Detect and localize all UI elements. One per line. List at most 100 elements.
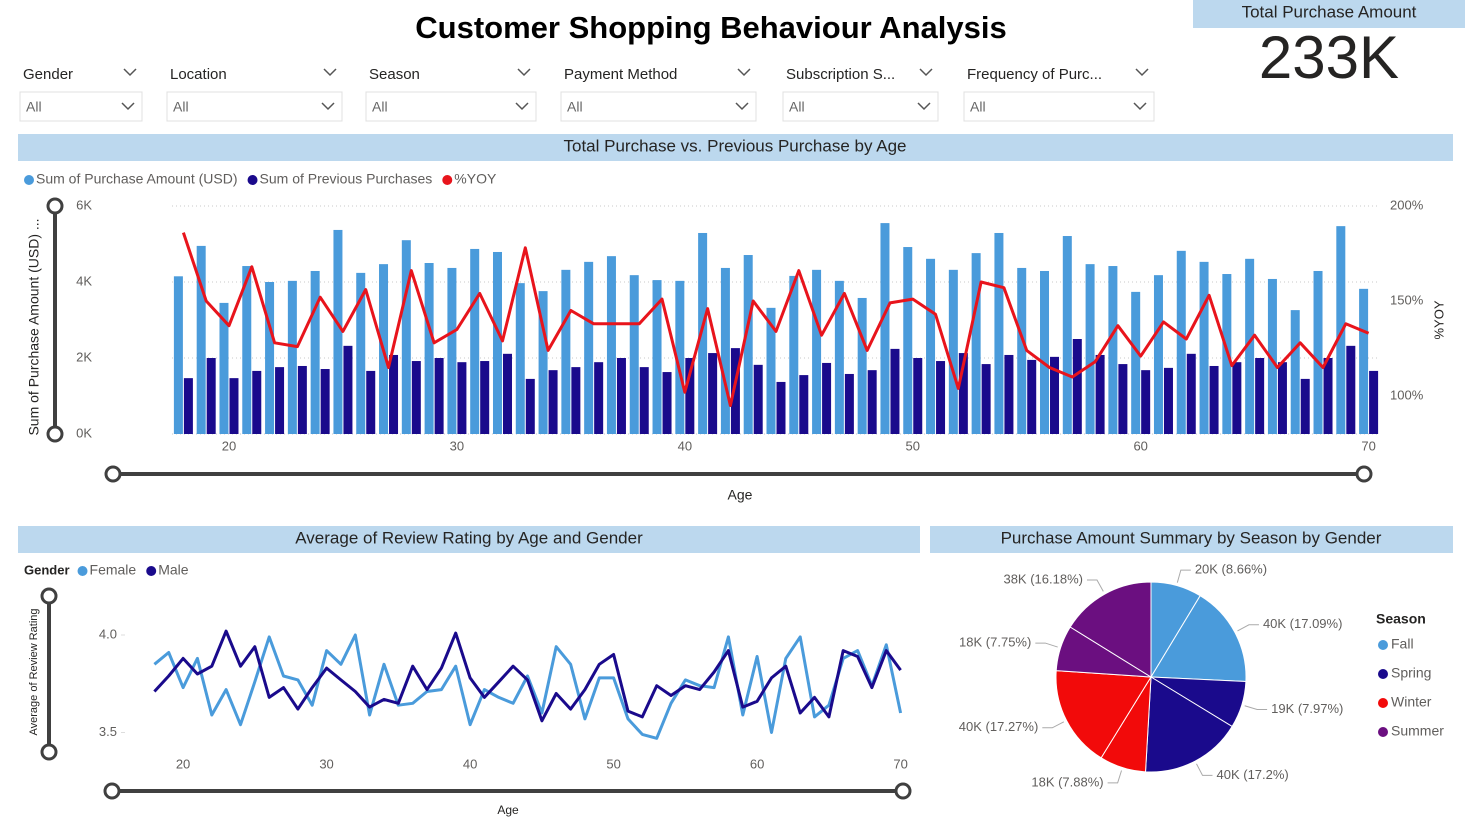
bar: [320, 369, 330, 434]
bar: [447, 267, 457, 434]
bar: [173, 276, 183, 434]
bar: [867, 370, 877, 434]
pie-slice: [1055, 670, 1152, 759]
legend-label: Male: [158, 562, 189, 578]
bar: [310, 270, 320, 434]
filter-value: All: [372, 99, 388, 115]
bar: [571, 367, 581, 434]
bar: [1027, 359, 1037, 434]
bar: [1346, 345, 1356, 434]
bar: [789, 275, 799, 434]
legend-swatch: [1378, 698, 1388, 708]
filter-label: Frequency of Purc...: [967, 66, 1102, 83]
bar: [753, 364, 763, 434]
bar: [1108, 266, 1118, 434]
bar: [857, 297, 867, 434]
legend-label: Sum of Previous Purchases: [260, 171, 433, 187]
bar: [936, 361, 946, 434]
line: [153, 633, 903, 740]
legend-label: %YOY: [454, 171, 497, 187]
filter-dropdown[interactable]: Frequency of Purc... All: [963, 66, 1155, 122]
bar: [1176, 250, 1186, 434]
bar: [356, 272, 366, 434]
y-axis-label: Average of Review Rating: [28, 609, 40, 736]
bar: [730, 348, 740, 434]
bar: [948, 269, 958, 434]
chevron-icon: [515, 102, 529, 111]
legend-swatch: [442, 175, 453, 185]
bar: [822, 362, 832, 434]
bar: [708, 353, 718, 434]
y-axis-label: Sum of Purchase Amount (USD) ...: [26, 218, 42, 435]
x-tick-label: 40: [463, 756, 477, 771]
bar: [1072, 339, 1082, 434]
bar: [275, 367, 285, 434]
x-tick-label: 30: [319, 756, 333, 771]
bar: [242, 266, 252, 434]
chevron-icon: [121, 102, 135, 111]
bar: [265, 282, 275, 434]
bar: [411, 361, 421, 434]
filter-label: Location: [170, 66, 227, 83]
filter-dropdown[interactable]: Gender All: [19, 66, 143, 122]
kpi-label: Total Purchase Amount: [1242, 2, 1417, 21]
bar: [1336, 226, 1346, 434]
legend-swatch: [146, 566, 157, 576]
y2-axis-label: %YOY: [1431, 300, 1446, 339]
filter-value: All: [567, 99, 583, 115]
bar: [1369, 370, 1379, 434]
chevron-icon: [919, 68, 933, 77]
bar: [1232, 362, 1242, 434]
dropdown-box: [560, 91, 757, 122]
filter-dropdown[interactable]: Location All: [166, 66, 343, 122]
leader-line: [1176, 569, 1191, 583]
bar: [594, 362, 604, 434]
legend-swatch: [1378, 669, 1388, 679]
range-slider[interactable]: [104, 465, 1373, 483]
data-label: 38K (16.18%): [1003, 571, 1083, 586]
bar: [1199, 261, 1209, 434]
bar: [994, 232, 1004, 434]
x-tick-label: 30: [450, 438, 464, 453]
bar: [1186, 353, 1196, 434]
legend-label: Summer: [1391, 723, 1444, 739]
y2-tick-label: 100%: [1390, 387, 1424, 402]
y-tick-label: 4.0: [99, 626, 117, 641]
x-tick-label: 20: [222, 438, 236, 453]
range-slider[interactable]: [46, 197, 64, 443]
legend-title: Gender: [24, 562, 70, 577]
bar: [1255, 358, 1265, 434]
data-label: 40K (17.09%): [1263, 616, 1343, 631]
filter-dropdown[interactable]: Payment Method All: [560, 66, 757, 122]
x-tick-label: 20: [176, 756, 190, 771]
bar: [1323, 358, 1333, 434]
dropdown-box: [365, 91, 537, 122]
bar: [229, 378, 239, 434]
range-slider[interactable]: [103, 782, 912, 800]
line: [153, 629, 902, 723]
data-label: 40K (17.27%): [959, 719, 1039, 734]
bar: [616, 358, 626, 434]
x-tick-label: 50: [906, 438, 920, 453]
bar: [502, 353, 512, 434]
legend-title: Season: [1376, 611, 1426, 627]
bar: [1004, 354, 1014, 434]
filter-dropdown[interactable]: Subscription S... All: [782, 66, 939, 122]
x-tick-label: 60: [1133, 438, 1147, 453]
bar: [766, 307, 776, 434]
bar: [1095, 354, 1105, 434]
data-label: 18K (7.88%): [1031, 774, 1103, 789]
legend-swatch: [247, 175, 258, 185]
legend-label: Fall: [1391, 636, 1414, 652]
bar: [196, 245, 206, 434]
filter-dropdown[interactable]: Season All: [365, 66, 537, 122]
x-tick-label: 50: [606, 756, 620, 771]
dropdown-box: [19, 91, 143, 122]
legend-swatch: [1378, 640, 1388, 650]
range-slider[interactable]: [40, 587, 58, 761]
dropdown-box: [963, 91, 1155, 122]
section-band: [18, 526, 920, 553]
bar: [662, 372, 672, 434]
bar: [675, 280, 685, 434]
bar: [799, 375, 809, 434]
